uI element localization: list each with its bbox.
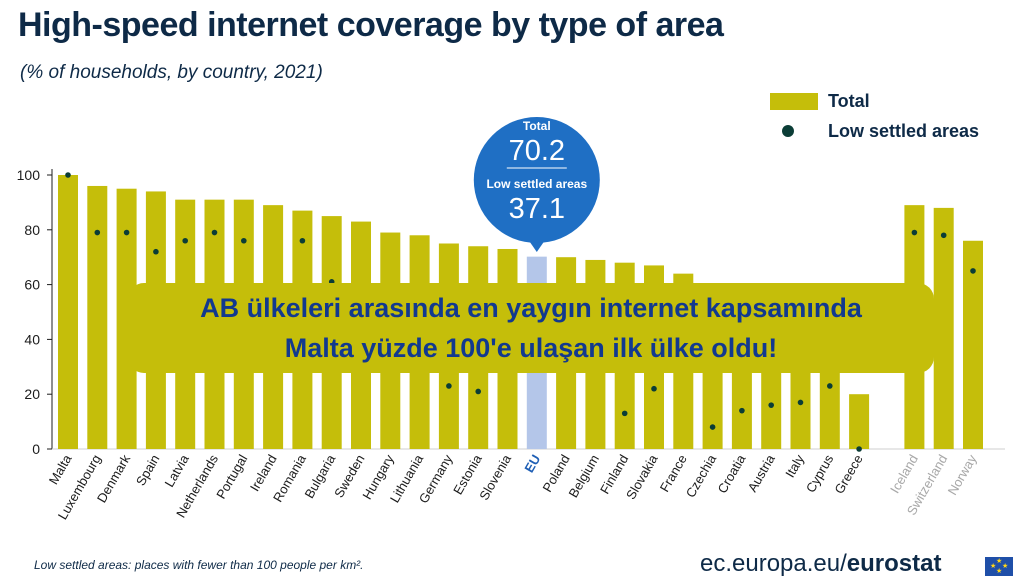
dot-malta <box>65 172 71 178</box>
dot-czechia <box>709 424 716 430</box>
x-tick-label-malta: Malta <box>46 451 75 487</box>
banner-line-2: Malta yüzde 100'e ulaşan ilk ülke oldu! <box>284 333 778 363</box>
callout-low-label: Low settled areas <box>486 177 587 191</box>
chart-title: High-speed internet coverage by type of … <box>18 6 724 44</box>
brand-domain: ec.europa.eu/ <box>700 550 847 577</box>
dot-romania <box>299 237 306 244</box>
dot-norway <box>970 268 976 274</box>
x-tick-label-norway: Norway <box>945 452 980 498</box>
y-tick-label: 100 <box>17 167 41 183</box>
callout-low-value: 37.1 <box>509 193 565 225</box>
legend-item-total: Total <box>770 86 979 116</box>
chart-subtitle: (% of households, by country, 2021) <box>20 62 323 83</box>
dot-finland <box>621 410 628 417</box>
legend: Total Low settled areas <box>770 86 979 146</box>
y-tick-label: 0 <box>32 441 40 457</box>
x-tick-label-italy: Italy <box>782 452 807 481</box>
dot-denmark <box>123 229 130 236</box>
x-tick-label-greece: Greece <box>831 452 865 496</box>
callout-total-value: 70.2 <box>509 135 565 167</box>
y-tick-label: 40 <box>24 331 40 347</box>
y-tick-label: 80 <box>24 222 40 238</box>
dot-portugal <box>241 237 247 244</box>
brand-name: eurostat <box>846 550 942 577</box>
x-tick-label-latvia: Latvia <box>161 451 192 489</box>
dot-latvia <box>182 237 188 244</box>
legend-label-total: Total <box>828 90 870 111</box>
x-tick-label-austria: Austria <box>745 451 779 494</box>
eu-flag-icon: ★ ★ ★ ★ <box>985 557 1013 576</box>
footnote: Low settled areas: places with fewer tha… <box>34 558 364 572</box>
dot-slovakia <box>651 385 657 392</box>
callout-bubble <box>473 117 600 243</box>
eurostat-link[interactable]: ec.europa.eu/eurostat <box>700 550 941 578</box>
dot-greece <box>856 446 862 452</box>
dot-croatia <box>739 407 745 414</box>
legend-dot-low <box>782 125 794 137</box>
bar-denmark <box>116 188 137 449</box>
legend-label-low: Low settled areas <box>828 120 980 141</box>
dot-cyprus <box>827 383 833 389</box>
dot-germany <box>446 383 452 389</box>
dot-spain <box>153 248 159 255</box>
bar-switzerland <box>933 207 954 449</box>
dot-switzerland <box>940 232 947 239</box>
dot-iceland <box>911 229 918 236</box>
bar-luxembourg <box>87 185 108 449</box>
bar-greece <box>849 394 870 449</box>
y-tick-label: 60 <box>24 277 40 293</box>
banner-line-1: AB ülkeleri arasında en yaygın internet … <box>200 293 862 323</box>
legend-swatch-total <box>770 92 818 110</box>
dot-netherlands <box>211 229 218 236</box>
y-tick-label: 20 <box>24 386 40 402</box>
bar-norway <box>963 240 983 449</box>
bar-malta <box>58 175 78 449</box>
dot-estonia <box>475 388 482 395</box>
legend-item-low: Low settled areas <box>770 116 979 146</box>
x-tick-label-eu: EU <box>521 452 543 475</box>
dot-italy <box>797 399 804 406</box>
dot-luxembourg <box>94 229 101 236</box>
x-tick-label-croatia: Croatia <box>715 451 749 495</box>
dot-austria <box>768 402 774 408</box>
x-tick-label-spain: Spain <box>133 452 163 488</box>
callout-total-label: Total <box>523 119 551 133</box>
overlay-banner: AB ülkeleri arasında en yaygın internet … <box>128 283 934 373</box>
